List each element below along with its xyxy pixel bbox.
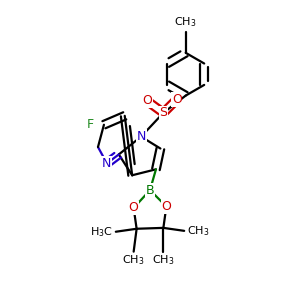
Text: CH$_3$: CH$_3$	[122, 253, 145, 267]
Text: N: N	[102, 157, 112, 170]
Text: O: O	[161, 200, 171, 213]
Text: S: S	[159, 106, 167, 119]
Text: CH$_3$: CH$_3$	[187, 224, 210, 238]
Text: B: B	[146, 184, 154, 196]
Text: H$_3$C: H$_3$C	[90, 225, 113, 238]
Text: F: F	[87, 118, 94, 131]
Text: CH$_3$: CH$_3$	[174, 15, 197, 29]
Text: O: O	[129, 202, 139, 214]
Text: N: N	[136, 130, 146, 143]
Text: CH$_3$: CH$_3$	[152, 253, 175, 267]
Text: O: O	[172, 93, 182, 106]
Text: O: O	[142, 94, 152, 107]
